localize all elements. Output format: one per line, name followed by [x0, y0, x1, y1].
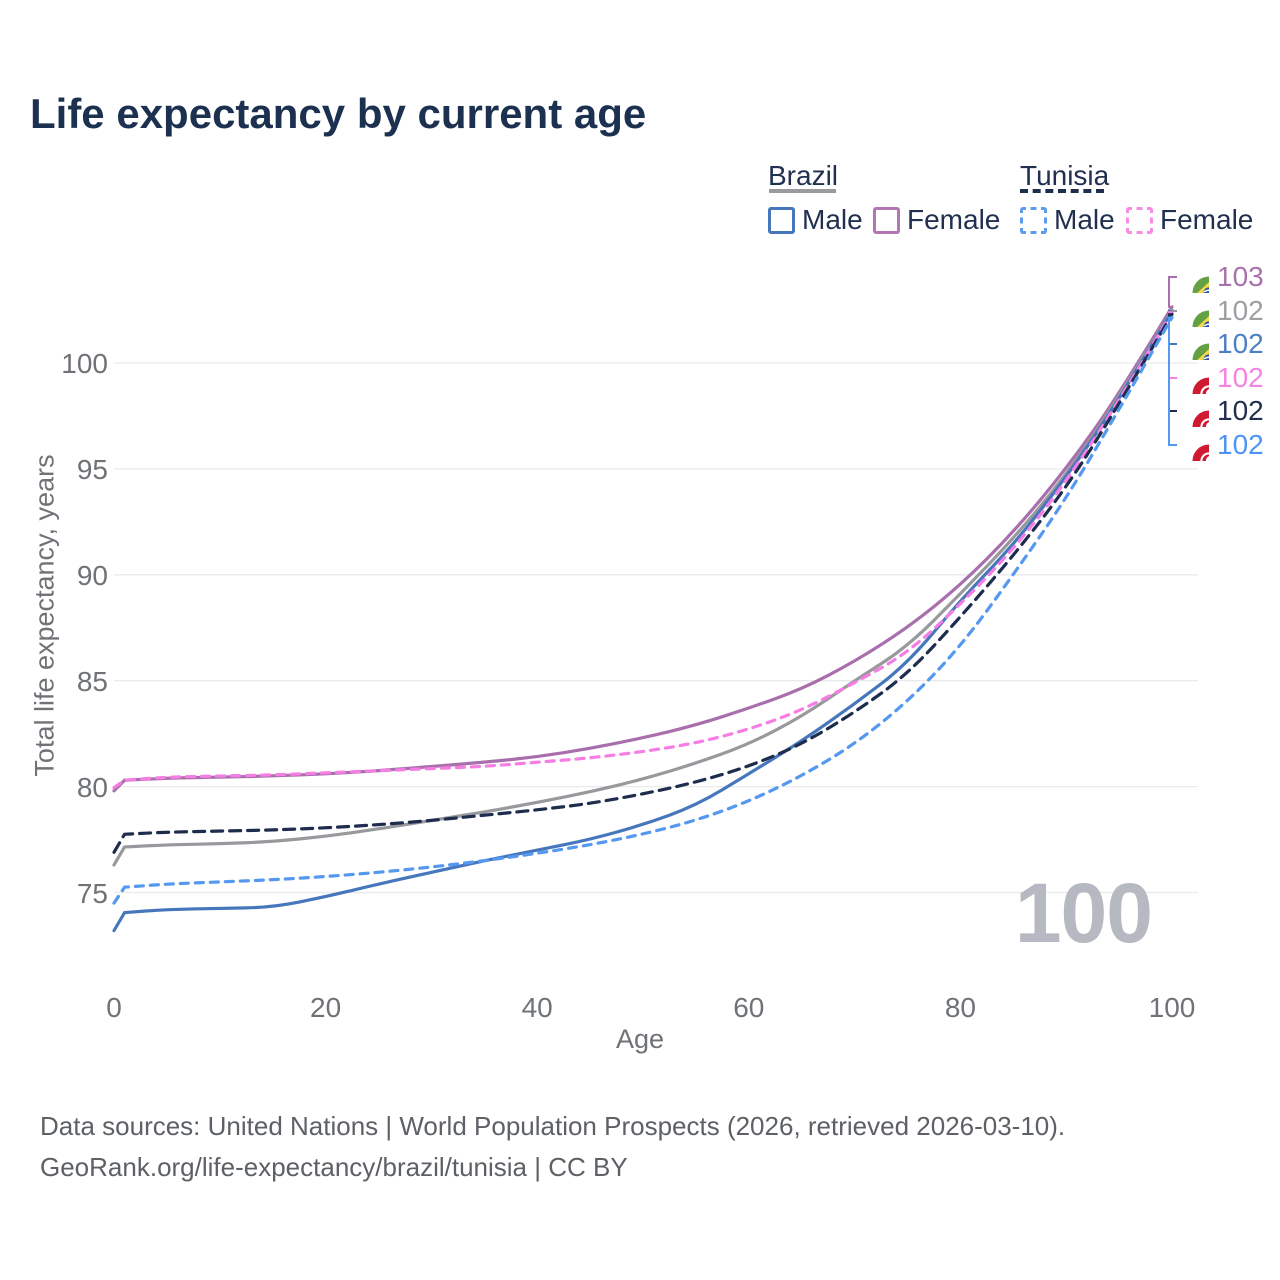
- legend-underline-tunisia: [1020, 189, 1104, 193]
- end-value: 102: [1217, 394, 1264, 426]
- legend-label: Female: [907, 204, 1001, 235]
- series-line-brazil-male[interactable]: [112, 309, 1174, 933]
- x-axis-title: Age: [615, 1024, 665, 1054]
- end-value: 102: [1217, 361, 1264, 393]
- y-tick-label-85: 85: [76, 665, 108, 697]
- legend-country-tunisia[interactable]: Tunisia: [1020, 160, 1110, 191]
- end-value: 103: [1217, 260, 1264, 292]
- brazil-flag-icon: [1176, 294, 1209, 327]
- end-value: 102: [1217, 327, 1264, 359]
- end-label-brazil-total: 102: [1176, 294, 1264, 327]
- series-line-tunisia-female[interactable]: [112, 310, 1174, 790]
- legend-label: Male: [802, 204, 863, 235]
- end-label-brazil-female: 103: [1176, 260, 1264, 293]
- tunisia-flag-icon: [1176, 394, 1209, 427]
- end-label-tunisia-female: 102: [1176, 361, 1264, 394]
- brazil-male-swatch-icon: [768, 206, 795, 234]
- legend-underline-brazil: [769, 189, 836, 193]
- series-line-brazil-total[interactable]: [112, 308, 1174, 867]
- end-value: 102: [1217, 294, 1264, 326]
- page-title: Life expectancy by current age: [30, 90, 647, 137]
- data-sources-line: Data sources: United Nations | World Pop…: [40, 1111, 1066, 1141]
- end-label-brazil-male: 102: [1176, 327, 1264, 360]
- end-value: 102: [1217, 428, 1264, 460]
- legend-item-tunisia-female[interactable]: Female: [1126, 204, 1253, 236]
- series-line-tunisia-total[interactable]: [112, 312, 1174, 854]
- y-tick-label-90: 90: [76, 559, 108, 591]
- legend-country-brazil[interactable]: Brazil: [768, 160, 839, 191]
- legend-item-brazil-female[interactable]: Female: [873, 204, 1000, 236]
- georank-url-line: GeoRank.org/life-expectancy/brazil/tunis…: [40, 1152, 628, 1182]
- legend-item-tunisia-male[interactable]: Male: [1020, 204, 1115, 236]
- tunisia-flag-icon: [1176, 361, 1209, 394]
- age-frame-watermark: 100: [1015, 866, 1152, 960]
- end-label-connector-brazil-female: [1168, 276, 1177, 308]
- y-tick-label-95: 95: [76, 453, 108, 485]
- legend-item-brazil-male[interactable]: Male: [768, 204, 863, 236]
- brazil-female-swatch-icon: [873, 206, 900, 234]
- end-label-tunisia-male: 102: [1176, 428, 1264, 461]
- end-label-tunisia-total: 102: [1176, 394, 1264, 427]
- x-tick-label-80: 80: [944, 992, 976, 1023]
- x-tick-label-20: 20: [310, 992, 342, 1023]
- legend-label: Female: [1160, 204, 1254, 235]
- legend-label: Male: [1054, 204, 1115, 235]
- end-label-connector-tunisia-male: [1168, 316, 1177, 446]
- y-tick-label-80: 80: [76, 771, 108, 803]
- y-tick-label-100: 100: [61, 348, 108, 379]
- x-tick-label-40: 40: [521, 992, 553, 1023]
- x-tick-label-100: 100: [1148, 992, 1196, 1023]
- brazil-flag-icon: [1176, 260, 1209, 293]
- y-tick-label-75: 75: [76, 877, 108, 909]
- tunisia-female-swatch-icon: [1126, 206, 1153, 234]
- tunisia-male-swatch-icon: [1020, 206, 1047, 234]
- source-attribution: Data sources: United Nations | World Pop…: [40, 1106, 1065, 1188]
- series-line-tunisia-male[interactable]: [112, 315, 1174, 905]
- x-tick-label-0: 0: [106, 992, 122, 1023]
- tunisia-flag-icon: [1176, 428, 1209, 461]
- x-tick-label-60: 60: [733, 992, 765, 1023]
- brazil-flag-icon: [1176, 327, 1209, 360]
